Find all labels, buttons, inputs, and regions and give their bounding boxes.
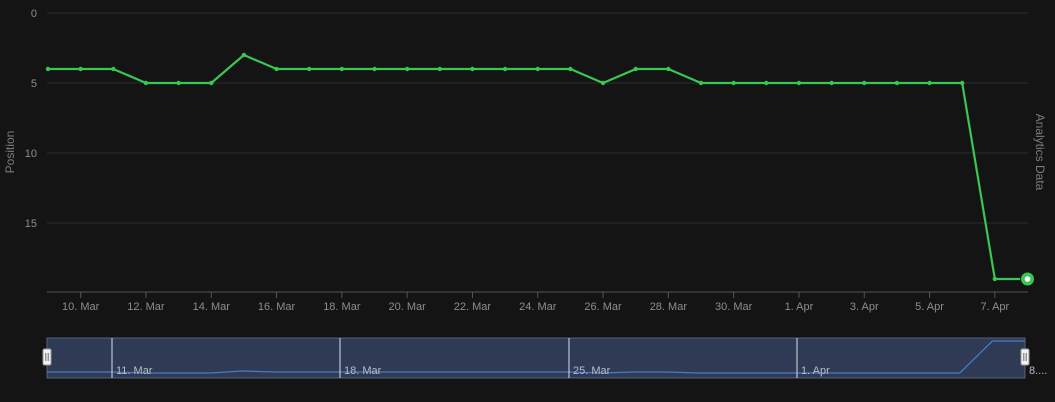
x-tick-label: 28. Mar xyxy=(650,301,688,313)
navigator-series-line xyxy=(47,340,1025,374)
data-point[interactable] xyxy=(372,66,377,72)
data-point[interactable] xyxy=(633,66,638,72)
x-tick-label: 18. Mar xyxy=(323,301,361,313)
data-point[interactable] xyxy=(241,52,247,58)
data-point[interactable] xyxy=(502,66,508,72)
navigator-label: 18. Mar xyxy=(344,365,382,377)
x-tick-label: 12. Mar xyxy=(127,301,165,313)
x-tick-label: 22. Mar xyxy=(454,301,492,313)
x-tick-label: 24. Mar xyxy=(519,301,557,313)
y-tick-label: 5 xyxy=(31,78,37,90)
x-tick-label: 5. Apr xyxy=(915,301,944,313)
data-point-highlight-center xyxy=(1024,276,1031,282)
x-tick-label: 14. Mar xyxy=(193,301,231,313)
data-point[interactable] xyxy=(960,80,965,86)
navigator-label: 11. Mar xyxy=(116,365,153,377)
x-tick-label: 1. Apr xyxy=(785,301,814,313)
data-point[interactable] xyxy=(862,80,867,86)
y-axis-ticks: 0 5 10 15 xyxy=(25,8,37,230)
x-tick-label: 16. Mar xyxy=(258,301,296,313)
data-point[interactable] xyxy=(209,80,214,86)
grid-lines xyxy=(47,12,1028,224)
data-point[interactable] xyxy=(404,66,410,72)
data-point[interactable] xyxy=(992,276,998,282)
data-point[interactable] xyxy=(437,66,442,72)
data-point[interactable] xyxy=(176,80,181,86)
data-point[interactable] xyxy=(78,66,83,72)
x-tick-label: 20. Mar xyxy=(389,301,427,313)
x-tick-label: 30. Mar xyxy=(715,301,753,313)
data-point[interactable] xyxy=(698,80,704,86)
data-point[interactable] xyxy=(143,80,149,86)
series-line xyxy=(48,53,1028,281)
series-position xyxy=(45,52,1035,287)
navigator-left-handle[interactable] xyxy=(42,348,52,366)
navigator-label: 8.... xyxy=(1029,365,1047,377)
data-point[interactable] xyxy=(666,66,671,72)
data-point[interactable] xyxy=(731,80,736,86)
x-tick-label: 26. Mar xyxy=(584,301,622,313)
data-point[interactable] xyxy=(274,66,279,72)
y-tick-label: 0 xyxy=(31,8,37,20)
data-point[interactable] xyxy=(45,66,51,72)
navigator-right-handle[interactable] xyxy=(1020,348,1030,366)
data-point[interactable] xyxy=(764,80,769,86)
y-tick-label: 10 xyxy=(25,148,37,160)
range-navigator[interactable]: 11. Mar 18. Mar 25. Mar 1. Apr 8.... xyxy=(42,337,1047,379)
data-point[interactable] xyxy=(535,66,540,72)
navigator-label: 1. Apr xyxy=(801,365,830,377)
data-point[interactable] xyxy=(796,80,802,86)
y-tick-label: 15 xyxy=(25,218,37,230)
data-point[interactable] xyxy=(568,66,573,72)
data-point[interactable] xyxy=(470,66,475,72)
data-point[interactable] xyxy=(307,66,312,72)
x-axis: 10. Mar 12. Mar 14. Mar 16. Mar 18. Mar 20. M… xyxy=(47,291,1028,313)
x-tick-label: 3. Apr xyxy=(850,301,879,313)
y-axis-title: Position xyxy=(3,131,17,174)
data-point[interactable] xyxy=(339,66,345,72)
x-tick-label: 10. Mar xyxy=(62,301,100,313)
data-point[interactable] xyxy=(829,80,834,86)
navigator-label: 25. Mar xyxy=(573,365,611,377)
data-point[interactable] xyxy=(600,80,606,86)
secondary-axis-title: Analytics Data xyxy=(1033,114,1047,191)
data-point[interactable] xyxy=(111,66,116,72)
data-point[interactable] xyxy=(894,80,900,86)
data-point[interactable] xyxy=(927,80,932,86)
x-tick-label: 7. Apr xyxy=(980,301,1009,313)
